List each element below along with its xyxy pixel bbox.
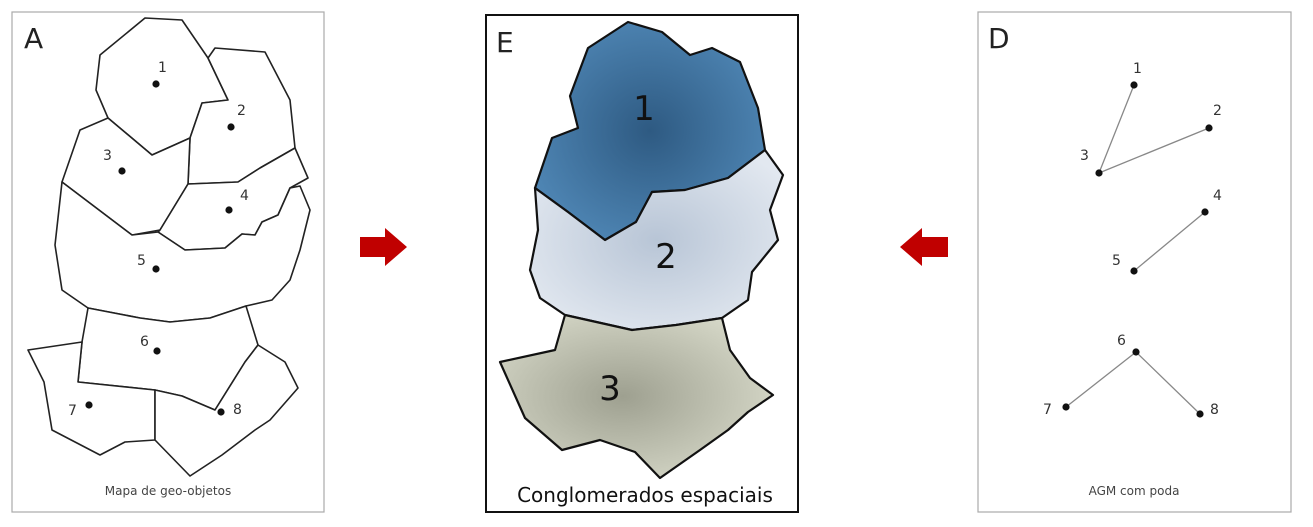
panel-d-caption: AGM com poda xyxy=(1089,484,1180,498)
cluster-3-label: 3 xyxy=(599,369,621,409)
region-7 xyxy=(27,341,156,456)
cluster-3 xyxy=(498,313,775,480)
panel-e-caption: Conglomerados espaciais xyxy=(517,483,773,507)
region-1-label: 1 xyxy=(158,60,167,76)
edge-4-5 xyxy=(1133,211,1206,272)
cluster-2-label: 2 xyxy=(655,237,677,277)
cluster-1-label: 1 xyxy=(633,89,655,129)
region-8-label: 8 xyxy=(233,402,242,418)
edge-1-3 xyxy=(1098,84,1135,174)
region-3-label: 3 xyxy=(103,148,112,164)
panel-e: E 1 2 3 Conglomerados espaciais xyxy=(485,14,799,513)
node-4-label: 4 xyxy=(1213,188,1222,204)
region-4-label: 4 xyxy=(240,188,249,204)
node-8-label: 8 xyxy=(1210,402,1219,418)
node-3-label: 3 xyxy=(1080,148,1089,164)
region-7-label: 7 xyxy=(68,403,77,419)
arrow-a-to-e xyxy=(360,228,407,266)
panel-d-frame xyxy=(977,11,1292,513)
cluster-2 xyxy=(528,148,785,332)
panel-d-letter: D xyxy=(988,22,1010,55)
panel-a: A 1 2 3 4 5 6 7 8 Mapa de geo-objetos xyxy=(11,11,325,513)
panel-a-caption: Mapa de geo-objetos xyxy=(105,484,231,498)
node-6-label: 6 xyxy=(1117,333,1126,349)
region-5-label: 5 xyxy=(137,253,146,269)
graph-nodes: 1 2 3 4 5 6 7 8 xyxy=(1043,61,1222,418)
edge-3-2 xyxy=(1098,127,1210,174)
region-6-label: 6 xyxy=(140,334,149,350)
panel-a-letter: A xyxy=(24,22,43,55)
edge-6-8 xyxy=(1135,351,1201,415)
arrow-d-to-e xyxy=(900,228,948,266)
panel-e-letter: E xyxy=(496,26,514,59)
region-markers: 1 2 3 4 5 6 7 8 xyxy=(68,60,249,419)
node-1-label: 1 xyxy=(1133,61,1142,77)
region-2-label: 2 xyxy=(237,103,246,119)
node-5-label: 5 xyxy=(1112,253,1121,269)
node-2-label: 2 xyxy=(1213,103,1222,119)
panel-d: D 1 2 3 4 5 6 7 8 AGM com poda xyxy=(977,11,1292,513)
region-8 xyxy=(154,344,299,477)
node-7-label: 7 xyxy=(1043,402,1052,418)
edge-6-7 xyxy=(1065,351,1137,408)
